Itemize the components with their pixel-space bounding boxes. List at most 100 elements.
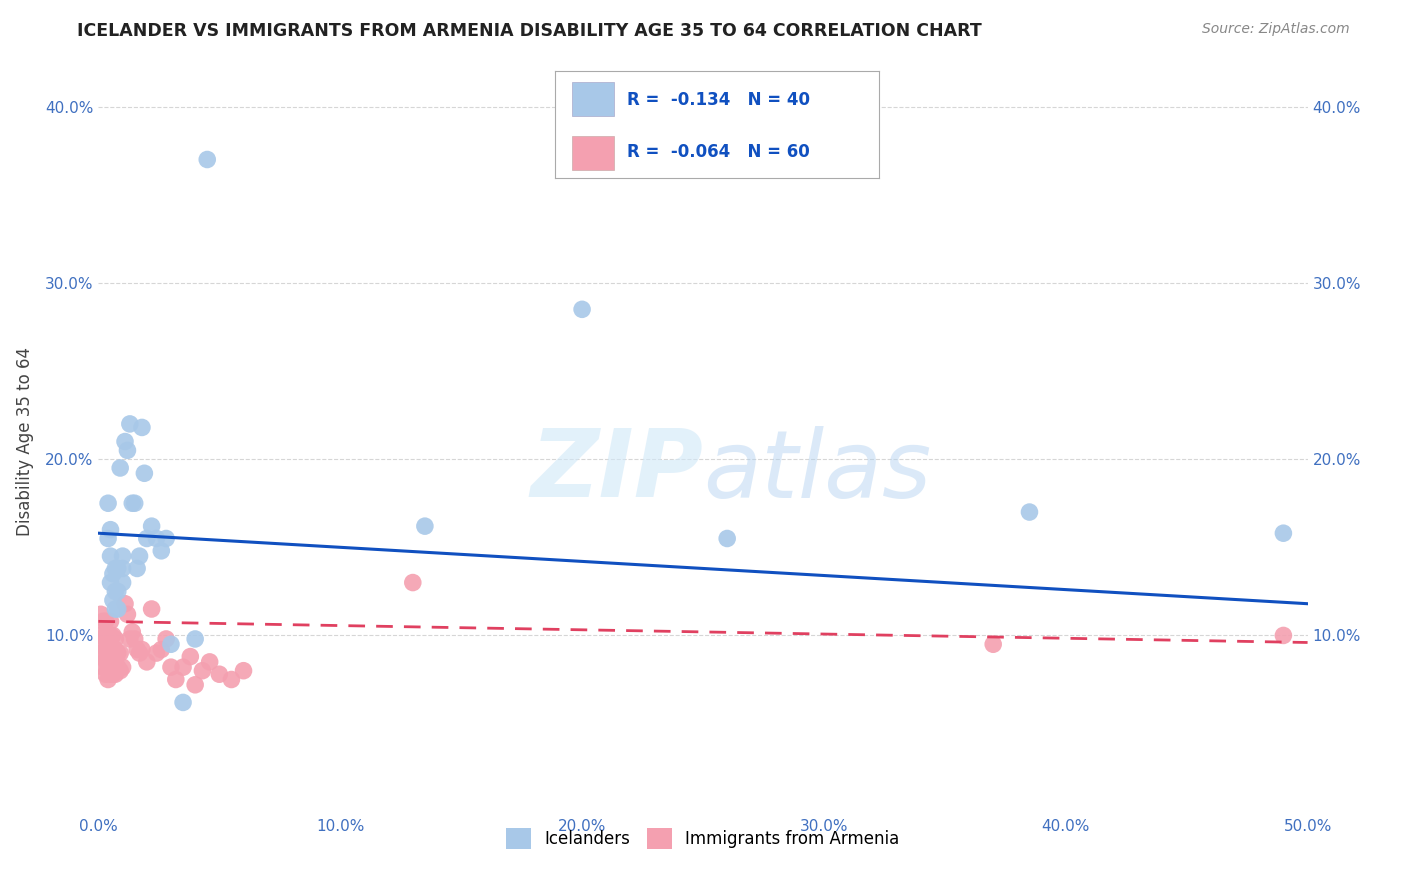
Point — [104, 667, 127, 681]
Point — [716, 532, 738, 546]
Point — [121, 624, 143, 639]
Point — [107, 561, 129, 575]
Point — [100, 660, 122, 674]
Point — [104, 602, 127, 616]
Bar — [571, 136, 613, 169]
Text: R =  -0.134   N = 40: R = -0.134 N = 40 — [627, 91, 810, 109]
Point — [402, 575, 425, 590]
Point — [111, 561, 134, 575]
Point — [184, 678, 207, 692]
Point — [97, 646, 120, 660]
Point — [100, 575, 122, 590]
Point — [150, 544, 173, 558]
Point — [128, 646, 150, 660]
Point — [134, 467, 156, 481]
Point — [127, 642, 149, 657]
Point — [104, 561, 127, 575]
Point — [100, 523, 122, 537]
Point — [155, 532, 177, 546]
Point — [145, 646, 167, 660]
Point — [145, 532, 167, 546]
Point — [191, 664, 214, 678]
Point — [118, 417, 141, 431]
Point — [100, 615, 122, 629]
Text: atlas: atlas — [703, 425, 931, 516]
Point — [172, 695, 194, 709]
Point — [114, 434, 136, 449]
Point — [117, 607, 139, 622]
Point — [124, 632, 146, 646]
Point — [135, 655, 157, 669]
Point — [94, 642, 117, 657]
Point — [100, 549, 122, 563]
Point — [1272, 628, 1295, 642]
Point — [179, 649, 201, 664]
Text: ICELANDER VS IMMIGRANTS FROM ARMENIA DISABILITY AGE 35 TO 64 CORRELATION CHART: ICELANDER VS IMMIGRANTS FROM ARMENIA DIS… — [77, 22, 981, 40]
Point — [160, 660, 183, 674]
Point — [97, 496, 120, 510]
Point — [104, 642, 127, 657]
Point — [131, 420, 153, 434]
Point — [107, 584, 129, 599]
Point — [135, 532, 157, 546]
Point — [101, 628, 124, 642]
Text: R =  -0.064   N = 60: R = -0.064 N = 60 — [627, 144, 810, 161]
Point — [195, 153, 218, 167]
Point — [111, 575, 134, 590]
Point — [160, 637, 183, 651]
Point — [111, 660, 134, 674]
Point — [117, 443, 139, 458]
Point — [413, 519, 436, 533]
Point — [141, 519, 163, 533]
Point — [100, 667, 122, 681]
Point — [101, 655, 124, 669]
Point — [232, 664, 254, 678]
Point — [91, 660, 114, 674]
Point — [184, 632, 207, 646]
Point — [97, 673, 120, 687]
Text: Source: ZipAtlas.com: Source: ZipAtlas.com — [1202, 22, 1350, 37]
Point — [94, 615, 117, 629]
Point — [165, 673, 187, 687]
Point — [90, 628, 112, 642]
Point — [121, 496, 143, 510]
Point — [104, 655, 127, 669]
Point — [172, 660, 194, 674]
Text: ZIP: ZIP — [530, 425, 703, 517]
Point — [131, 642, 153, 657]
Point — [104, 584, 127, 599]
Point — [150, 642, 173, 657]
Point — [94, 667, 117, 681]
Point — [101, 566, 124, 581]
Point — [101, 667, 124, 681]
Point — [1018, 505, 1040, 519]
Point — [118, 632, 141, 646]
Point — [97, 532, 120, 546]
Point — [101, 593, 124, 607]
Point — [128, 549, 150, 563]
Point — [107, 646, 129, 660]
Point — [97, 660, 120, 674]
Point — [91, 632, 114, 646]
Legend: Icelanders, Immigrants from Armenia: Icelanders, Immigrants from Armenia — [499, 822, 907, 855]
Point — [141, 602, 163, 616]
Point — [94, 628, 117, 642]
Point — [107, 660, 129, 674]
Point — [108, 646, 131, 660]
Point — [94, 653, 117, 667]
Point — [101, 642, 124, 657]
Point — [198, 655, 221, 669]
Point — [127, 561, 149, 575]
Point — [155, 632, 177, 646]
Point — [100, 637, 122, 651]
Point — [111, 549, 134, 563]
Point — [108, 461, 131, 475]
Point — [90, 607, 112, 622]
Point — [221, 673, 243, 687]
Point — [104, 632, 127, 646]
Point — [208, 667, 231, 681]
Point — [100, 628, 122, 642]
Point — [108, 664, 131, 678]
Point — [981, 637, 1004, 651]
Point — [571, 302, 593, 317]
